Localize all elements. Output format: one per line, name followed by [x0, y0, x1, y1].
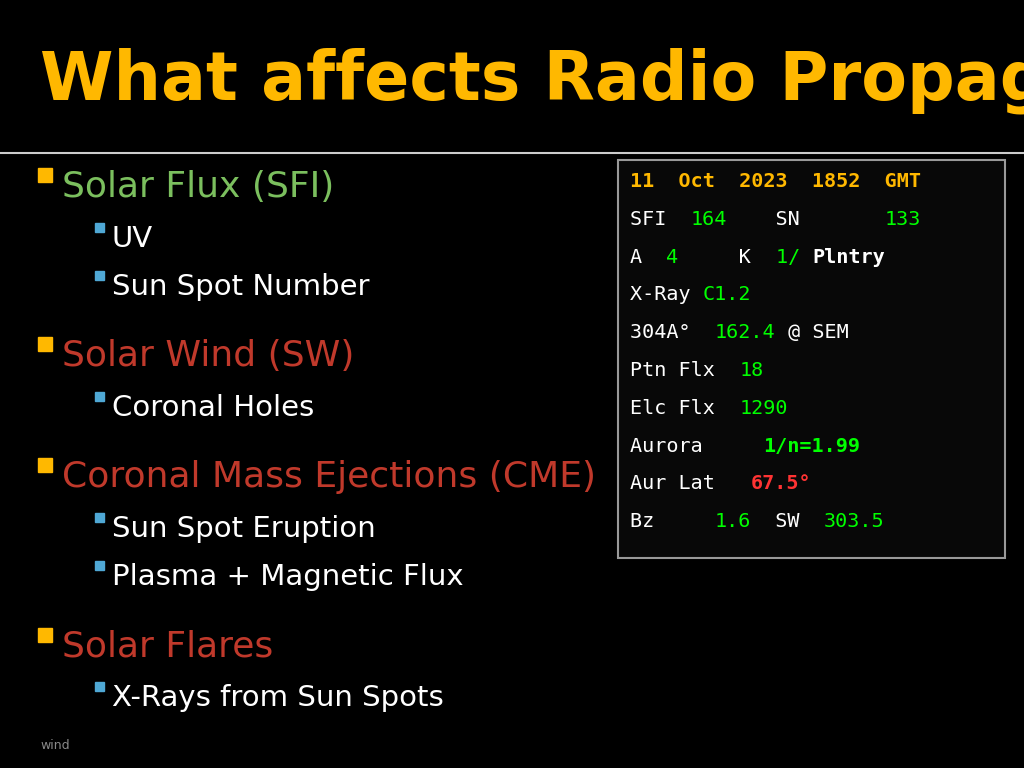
Text: K: K — [679, 247, 775, 266]
Bar — [95, 223, 104, 232]
Text: Sun Spot Number: Sun Spot Number — [112, 273, 370, 301]
Text: 162.4: 162.4 — [715, 323, 775, 343]
Text: 1.6: 1.6 — [715, 512, 752, 531]
Text: X-Rays from Sun Spots: X-Rays from Sun Spots — [112, 684, 443, 712]
Text: SW: SW — [752, 512, 824, 531]
Text: SN: SN — [727, 210, 885, 229]
Bar — [38, 627, 52, 642]
Text: 133: 133 — [885, 210, 921, 229]
Text: A: A — [630, 247, 667, 266]
Text: Plntry: Plntry — [812, 247, 885, 266]
Bar — [95, 513, 104, 522]
Text: Coronal Holes: Coronal Holes — [112, 394, 314, 422]
Text: Coronal Mass Ejections (CME): Coronal Mass Ejections (CME) — [62, 460, 596, 495]
Text: 4: 4 — [667, 247, 679, 266]
Text: @ SEM: @ SEM — [775, 323, 848, 343]
Text: Solar Wind (SW): Solar Wind (SW) — [62, 339, 354, 373]
Bar — [95, 561, 104, 571]
Text: Solar Flares: Solar Flares — [62, 630, 273, 664]
Text: Aurora: Aurora — [630, 436, 763, 455]
Text: Plasma + Magnetic Flux: Plasma + Magnetic Flux — [112, 563, 464, 591]
Text: 303.5: 303.5 — [824, 512, 885, 531]
Bar — [38, 337, 52, 351]
Bar — [618, 160, 1005, 558]
Text: UV: UV — [112, 224, 154, 253]
Bar — [95, 271, 104, 280]
Text: Aur Lat: Aur Lat — [630, 475, 752, 493]
Text: SFI: SFI — [630, 210, 690, 229]
Text: 304A°: 304A° — [630, 323, 715, 343]
Text: Sun Spot Eruption: Sun Spot Eruption — [112, 515, 376, 543]
Text: Elc Flx: Elc Flx — [630, 399, 739, 418]
Text: 1290: 1290 — [739, 399, 787, 418]
Text: 1/: 1/ — [775, 247, 812, 266]
Bar — [95, 392, 104, 401]
Text: Solar Flux (SFI): Solar Flux (SFI) — [62, 170, 334, 204]
Text: Bz: Bz — [630, 512, 715, 531]
Text: Ptn Flx: Ptn Flx — [630, 361, 739, 380]
Text: wind: wind — [40, 739, 70, 752]
Bar — [38, 168, 52, 182]
Text: C1.2: C1.2 — [702, 286, 752, 304]
Bar — [95, 682, 104, 691]
Text: X-Ray: X-Ray — [630, 286, 702, 304]
Text: 1/n=1.99: 1/n=1.99 — [763, 436, 860, 455]
Text: 18: 18 — [739, 361, 763, 380]
Text: 11  Oct  2023  1852  GMT: 11 Oct 2023 1852 GMT — [630, 172, 921, 191]
Bar — [38, 458, 52, 472]
Text: 164: 164 — [690, 210, 727, 229]
Text: 67.5°: 67.5° — [752, 475, 812, 493]
Text: What affects Radio Propagation?: What affects Radio Propagation? — [40, 48, 1024, 114]
